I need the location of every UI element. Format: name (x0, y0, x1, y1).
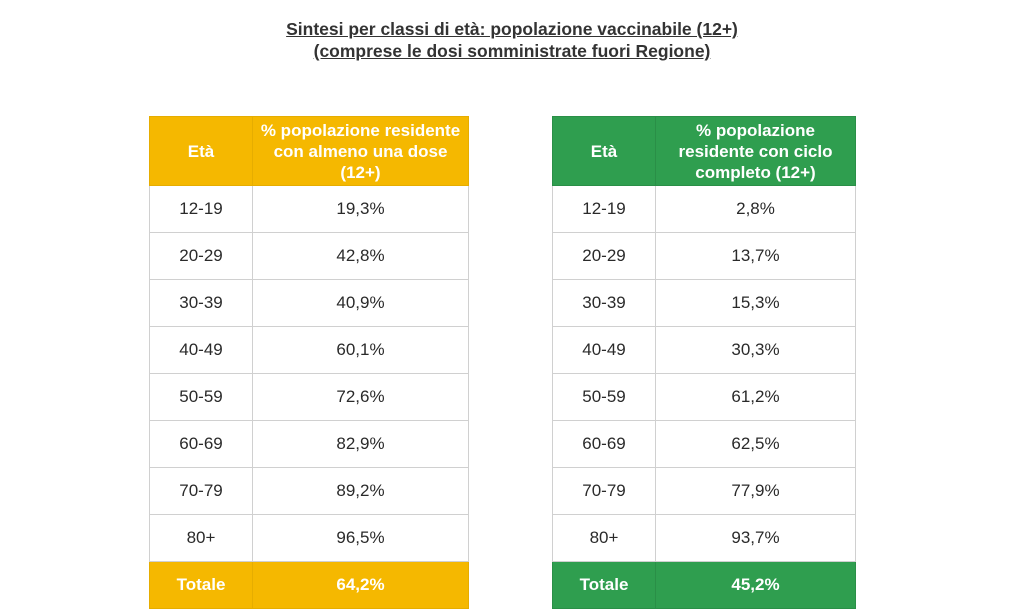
title-line-2: (comprese le dosi somministrate fuori Re… (313, 41, 711, 61)
percentage-cell: 89,2% (252, 467, 469, 515)
age-cell: 50-59 (552, 373, 656, 421)
age-cell: 40-49 (149, 326, 253, 374)
percentage-cell: 77,9% (655, 467, 856, 515)
percentage-cell: 15,3% (655, 279, 856, 327)
total-row: Totale 45,2% (552, 561, 856, 609)
percentage-cell: 13,7% (655, 232, 856, 280)
percentage-cell: 30,3% (655, 326, 856, 374)
percentage-cell: 40,9% (252, 279, 469, 327)
age-cell: 80+ (552, 514, 656, 562)
percentage-cell: 42,8% (252, 232, 469, 280)
column-header-percentage: % popolazione residente con almeno una d… (252, 116, 469, 186)
age-cell: 40-49 (552, 326, 656, 374)
age-cell: 80+ (149, 514, 253, 562)
age-cell: 12-19 (552, 185, 656, 233)
percentage-cell: 96,5% (252, 514, 469, 562)
percentage-cell: 61,2% (655, 373, 856, 421)
age-cell: 50-59 (149, 373, 253, 421)
table-row: 12-19 19,3% (149, 185, 469, 233)
table-row: 80+ 96,5% (149, 514, 469, 562)
total-value: 64,2% (252, 561, 469, 609)
table-row: 30-39 15,3% (552, 279, 856, 327)
table-row: 70-79 77,9% (552, 467, 856, 515)
table-row: 30-39 40,9% (149, 279, 469, 327)
table-row: 40-49 60,1% (149, 326, 469, 374)
age-cell: 60-69 (552, 420, 656, 468)
full-cycle-table: Età % popolazione residente con ciclo co… (552, 116, 856, 609)
table-row: 60-69 62,5% (552, 420, 856, 468)
total-label: Totale (552, 561, 656, 609)
age-cell: 30-39 (552, 279, 656, 327)
column-header-age: Età (149, 116, 253, 186)
percentage-cell: 82,9% (252, 420, 469, 468)
age-cell: 20-29 (149, 232, 253, 280)
total-row: Totale 64,2% (149, 561, 469, 609)
first-dose-table: Età % popolazione residente con almeno u… (149, 116, 469, 609)
table-row: 60-69 82,9% (149, 420, 469, 468)
table-row: 80+ 93,7% (552, 514, 856, 562)
table-row: 12-19 2,8% (552, 185, 856, 233)
table-row: 20-29 42,8% (149, 232, 469, 280)
page-title: Sintesi per classi di età: popolazione v… (0, 18, 1024, 62)
total-value: 45,2% (655, 561, 856, 609)
percentage-cell: 2,8% (655, 185, 856, 233)
column-header-age: Età (552, 116, 656, 186)
age-cell: 60-69 (149, 420, 253, 468)
age-cell: 70-79 (552, 467, 656, 515)
table-row: 70-79 89,2% (149, 467, 469, 515)
percentage-cell: 72,6% (252, 373, 469, 421)
age-cell: 20-29 (552, 232, 656, 280)
total-label: Totale (149, 561, 253, 609)
table-row: 50-59 61,2% (552, 373, 856, 421)
percentage-cell: 62,5% (655, 420, 856, 468)
percentage-cell: 60,1% (252, 326, 469, 374)
percentage-cell: 93,7% (655, 514, 856, 562)
age-cell: 30-39 (149, 279, 253, 327)
percentage-cell: 19,3% (252, 185, 469, 233)
column-header-percentage: % popolazione residente con ciclo comple… (655, 116, 856, 186)
table-header-row: Età % popolazione residente con ciclo co… (552, 116, 856, 186)
age-cell: 12-19 (149, 185, 253, 233)
table-row: 20-29 13,7% (552, 232, 856, 280)
table-row: 50-59 72,6% (149, 373, 469, 421)
title-line-1: Sintesi per classi di età: popolazione v… (286, 19, 738, 39)
table-header-row: Età % popolazione residente con almeno u… (149, 116, 469, 186)
age-cell: 70-79 (149, 467, 253, 515)
table-row: 40-49 30,3% (552, 326, 856, 374)
